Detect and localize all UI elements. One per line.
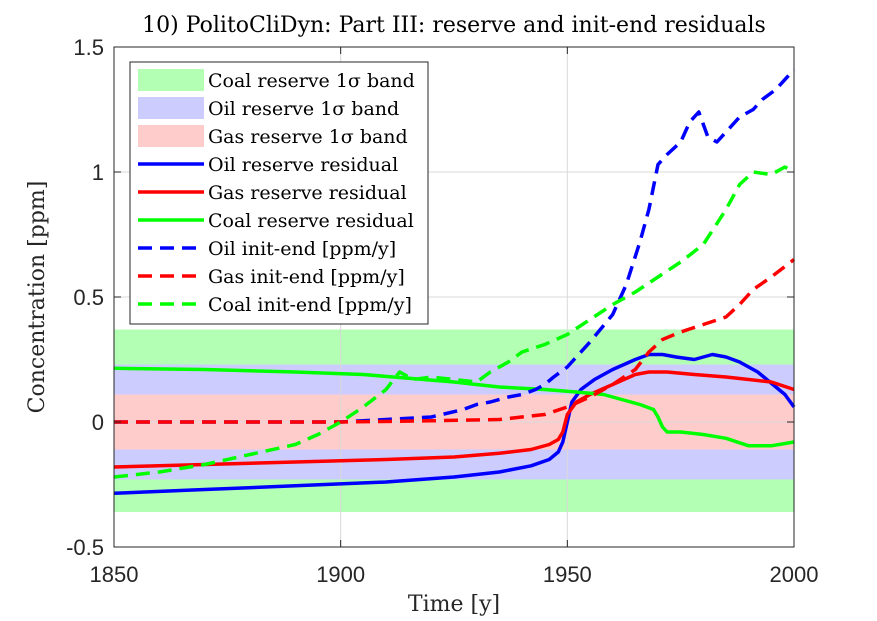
legend-label: Coal reserve 1σ band — [208, 70, 415, 92]
y-tick-label: -0.5 — [66, 535, 104, 560]
legend-label: Oil reserve residual — [208, 154, 398, 176]
legend-label: Coal init-end [ppm/y] — [208, 294, 412, 316]
x-tick-label: 2000 — [770, 562, 819, 587]
series-coal-reserve-residual — [113, 366, 795, 448]
y-tick-label: 1 — [92, 160, 104, 185]
series-coal-init-end-ppm-y — [113, 165, 795, 479]
y-tick-label: 1.5 — [73, 35, 104, 60]
series-layer — [113, 68, 796, 496]
ticks-layer: 1850 1900 1950 2000 -0.5 0 0.5 1 1.5 — [66, 35, 818, 587]
y-tick-label: 0.5 — [73, 285, 104, 310]
chart-title: 10) PolitoCliDyn: Part III: reserve and … — [142, 13, 766, 38]
x-axis-label: Time [y] — [408, 592, 500, 617]
series-gas-init-end-ppm-y — [114, 258, 796, 424]
series-gas-reserve-residual — [113, 370, 795, 469]
series-oil-reserve-residual — [113, 352, 796, 496]
legend-swatch — [138, 69, 204, 91]
legend-label: Oil init-end [ppm/y] — [208, 238, 396, 260]
legend-label: Gas init-end [ppm/y] — [208, 266, 405, 288]
legend-label: Coal reserve residual — [208, 210, 414, 232]
x-tick-label: 1950 — [543, 562, 592, 587]
legend-swatch — [138, 97, 204, 119]
y-axis-label: Concentration [ppm] — [25, 181, 50, 414]
x-tick-label: 1850 — [90, 562, 139, 587]
legend-swatch — [138, 125, 204, 147]
legend-label: Oil reserve 1σ band — [208, 98, 399, 120]
legend-label: Gas reserve residual — [208, 182, 407, 204]
legend: Coal reserve 1σ band Oil reserve 1σ band G… — [129, 61, 429, 325]
legend-label: Gas reserve 1σ band — [208, 126, 408, 148]
y-tick-label: 0 — [92, 410, 104, 435]
x-tick-label: 1900 — [316, 562, 365, 587]
